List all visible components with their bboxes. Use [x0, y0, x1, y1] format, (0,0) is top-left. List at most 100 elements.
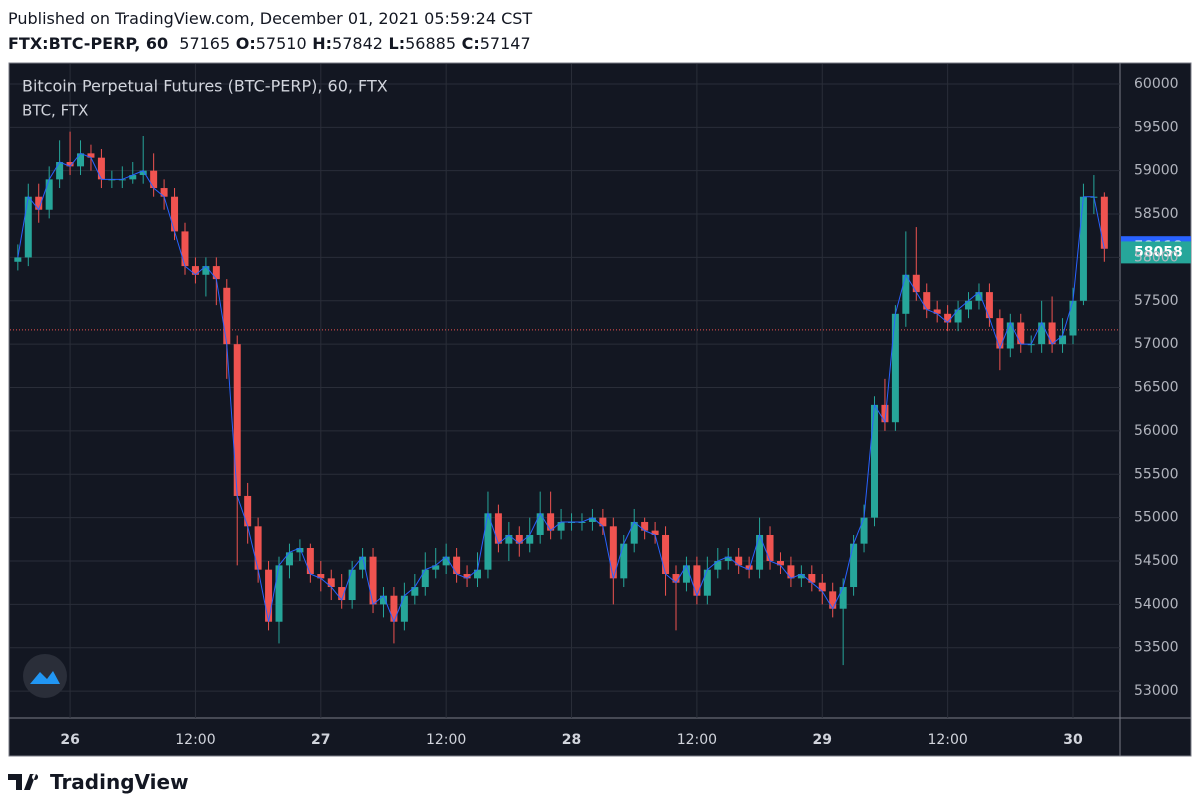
candle-body [1017, 322, 1025, 345]
y-tick-label: 59000 [1134, 163, 1179, 179]
candle-body [139, 170, 147, 176]
candle-body [839, 587, 847, 609]
candle-body [1100, 196, 1108, 249]
header: Published on TradingView.com, December 0… [8, 6, 532, 56]
ohlc-item: C:57147 [462, 34, 531, 53]
candle-body [547, 513, 555, 531]
candle-body [56, 162, 64, 180]
chart-title: Bitcoin Perpetual Futures (BTC-PERP), 60… [22, 77, 388, 96]
symbol: FTX:BTC-PERP, 60 [8, 34, 169, 53]
y-tick-label: 57000 [1134, 336, 1179, 352]
candle-body [348, 569, 356, 601]
published: Published on TradingView.com, December 0… [8, 9, 533, 28]
candle-body [181, 231, 189, 267]
candle-body [672, 574, 680, 583]
candle-body [902, 274, 910, 314]
last: 57165 [179, 34, 231, 53]
candle-body [714, 561, 722, 570]
ohlc: O:57510 H:57842 L:56885 C:57147 [236, 34, 531, 53]
footer: TradingView [8, 770, 189, 794]
candle-body [933, 309, 941, 314]
candle-body [693, 565, 701, 596]
candle-body [223, 287, 231, 345]
candle-body [1079, 196, 1087, 301]
candle-body [620, 543, 628, 579]
candle-body [66, 162, 74, 167]
candle-body [735, 556, 743, 566]
candle-body [285, 552, 293, 566]
candle-body [254, 526, 262, 570]
candle-body [745, 565, 753, 570]
candle-body [557, 521, 565, 531]
candle-body [484, 513, 492, 570]
x-tick-label: 12:00 [677, 732, 717, 748]
candle-body [494, 513, 502, 544]
ohlc-value: 56885 [405, 34, 457, 53]
price-label-bg [1121, 241, 1191, 264]
y-tick-label: 56500 [1134, 380, 1179, 396]
brand-logo [8, 774, 39, 790]
y-tick-label: 60000 [1134, 76, 1179, 92]
candle-body [808, 574, 816, 583]
candle-body [14, 257, 22, 262]
x-tick-label: 30 [1063, 732, 1083, 748]
candle-body [787, 565, 795, 579]
candle-body [421, 569, 429, 588]
candle-body [432, 565, 440, 570]
candle-body [87, 153, 95, 158]
candle-body [400, 595, 408, 622]
x-tick-label: 29 [813, 732, 832, 748]
candle-body [411, 587, 419, 596]
candle-body [171, 196, 179, 232]
x-tick-label: 12:00 [175, 732, 215, 748]
candle-body [912, 274, 920, 293]
candle-body [797, 574, 805, 579]
ohlc-key: C: [461, 34, 480, 53]
candle-body [202, 266, 210, 275]
candle-body [860, 517, 868, 544]
ohlc-value: 57147 [479, 34, 531, 53]
candle-body [317, 574, 325, 579]
candle-body [954, 309, 962, 323]
candle-body [233, 344, 241, 496]
candle-body [338, 587, 346, 601]
ohlc-key: L: [388, 34, 406, 53]
candle-body [641, 521, 649, 531]
y-tick-label: 54500 [1134, 553, 1179, 569]
candle-body [1006, 322, 1014, 349]
candle-body [870, 404, 878, 518]
candle-body [160, 188, 168, 197]
candle-body [474, 569, 482, 579]
y-tick-label: 56000 [1134, 423, 1179, 439]
candle-body [306, 547, 314, 575]
candle-body [985, 292, 993, 319]
candle-body [97, 157, 105, 180]
candle-body [881, 404, 889, 423]
close-line [17, 152, 1105, 624]
candle-body [1048, 322, 1056, 345]
candle-body [35, 196, 43, 210]
candle-body [515, 534, 523, 544]
chart-frame [8, 62, 1192, 757]
candle-body [1059, 335, 1067, 345]
candle-body [265, 569, 273, 622]
ohlc-value: 57510 [255, 34, 307, 53]
candle-body [651, 530, 659, 535]
ohlc-item: H:57842 [312, 34, 388, 53]
x-tick-label: 26 [60, 732, 79, 748]
candle-body [965, 300, 973, 310]
candle-body [77, 153, 85, 167]
candle-body [191, 266, 199, 275]
candle-body [526, 534, 534, 544]
candle-body [390, 595, 398, 622]
ohlc-item: O:57510 [236, 34, 312, 53]
candle-body [766, 534, 774, 562]
candle-body [588, 517, 596, 522]
candle-body [505, 534, 513, 544]
candle-body [996, 318, 1004, 349]
ohlc-item: L:56885 [389, 34, 462, 53]
candle-body [923, 292, 931, 310]
candle-body [327, 578, 335, 588]
x-tick-label: 12:00 [927, 732, 967, 748]
